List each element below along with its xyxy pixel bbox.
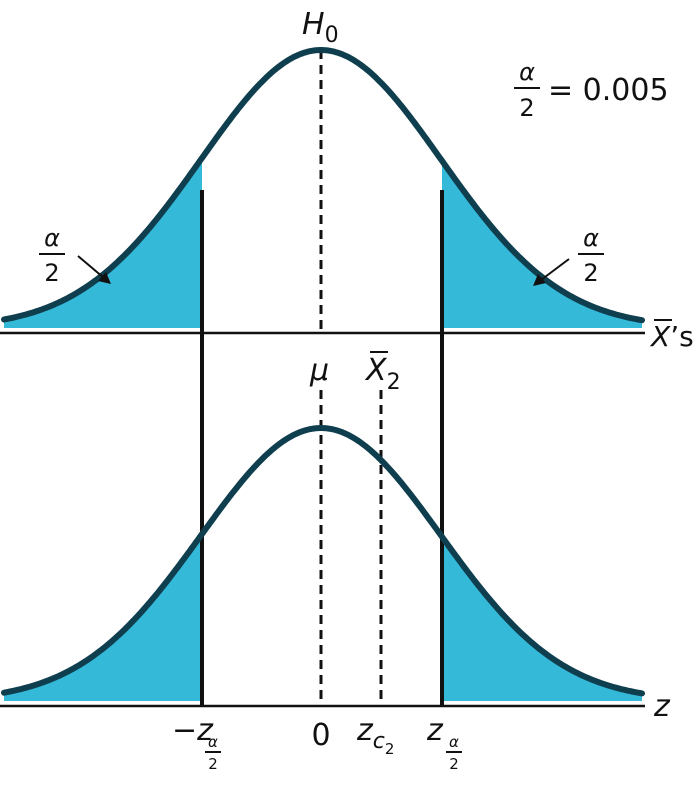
- top-panel: H0 α 2 = 0.005 α 2 α 2 X’s: [0, 7, 693, 395]
- right-tail-label-denominator: 2: [583, 259, 598, 287]
- alpha-half-value: = 0.005: [548, 73, 669, 108]
- top-right-tail-area: [442, 160, 642, 328]
- right-critical-sub-numerator: α: [449, 733, 459, 751]
- left-tail-arrowhead: [98, 272, 111, 284]
- right-tail-arrowhead: [533, 274, 546, 286]
- right-tail-arrow-shaft: [540, 258, 570, 281]
- right-tail-label-numerator: α: [583, 224, 599, 252]
- bottom-panel: z −z α 2 0 zc2 z α 2: [0, 333, 671, 773]
- xbar-axis-label-text: X’s: [649, 320, 693, 353]
- top-left-tail-area: [4, 158, 202, 328]
- mu-label: μ: [309, 353, 329, 388]
- left-critical-sub-numerator: α: [208, 733, 218, 751]
- left-tail-label-denominator: 2: [44, 259, 59, 287]
- h0-label: H0: [302, 7, 339, 48]
- left-critical-z-label: −z α 2: [172, 713, 221, 773]
- zero-label: 0: [311, 718, 330, 753]
- zc2-label: zc2: [356, 713, 394, 758]
- right-critical-z-text: z: [426, 713, 444, 748]
- left-tail-arrow-shaft: [77, 255, 105, 279]
- xbar2-text: X2: [364, 353, 401, 395]
- right-critical-z-label: z α 2: [426, 713, 462, 773]
- top-normal-curve: [1, 47, 645, 324]
- alpha-half-equation: α 2 = 0.005: [514, 58, 669, 122]
- bottom-left-tail-area: [4, 534, 202, 701]
- bottom-normal-curve: [1, 425, 645, 697]
- left-tail-label: α 2: [39, 224, 111, 287]
- alpha-half-denominator: 2: [519, 94, 534, 122]
- zc2-text: zc2: [356, 713, 394, 758]
- right-tail-label: α 2: [533, 224, 604, 287]
- left-tail-label-numerator: α: [44, 224, 60, 252]
- left-critical-sub-denominator: 2: [208, 755, 218, 773]
- xbar2-label: X2: [364, 351, 401, 395]
- right-critical-sub-denominator: 2: [449, 755, 459, 773]
- xbar-axis-label: X’s: [649, 319, 693, 353]
- bottom-right-tail-area: [442, 536, 642, 701]
- left-critical-z-text: −z: [172, 713, 214, 748]
- z-axis-label: z: [653, 689, 671, 724]
- alpha-half-numerator: α: [519, 58, 535, 86]
